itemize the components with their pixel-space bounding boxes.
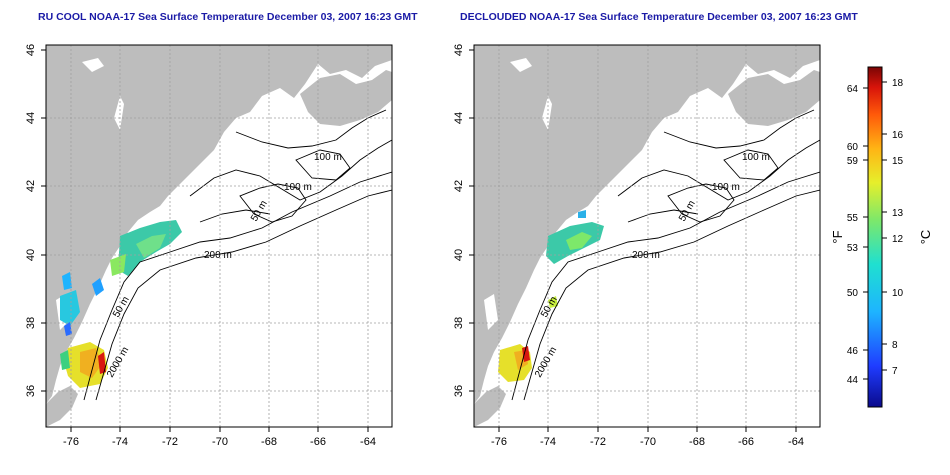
x-tick-label: -70 xyxy=(212,436,228,448)
lat-lon-grid xyxy=(46,45,392,427)
contour-label: 100 m xyxy=(742,152,770,163)
colorbar-fahrenheit-label: °F xyxy=(830,230,845,243)
map-panel-right: 100 m 100 m 50 m 200 m 50 m 2000 m -76 -… xyxy=(453,44,821,448)
x-tick-label: -76 xyxy=(491,436,507,448)
lat-lon-grid xyxy=(474,45,820,427)
colorbar-c-tick: 8 xyxy=(892,340,898,351)
contour-label: 200 m xyxy=(204,250,232,261)
x-tick-label: -76 xyxy=(63,436,79,448)
land-mass xyxy=(46,45,392,404)
colorbar-c-tick: 12 xyxy=(892,234,904,245)
colorbar-f-tick: 53 xyxy=(847,243,859,254)
y-tick-label: 42 xyxy=(25,180,37,192)
color-bar: 64 60 59 55 53 50 46 44 18 16 15 13 12 1… xyxy=(830,66,933,408)
x-tick-label: -64 xyxy=(360,436,376,448)
colorbar-c-tick: 10 xyxy=(892,288,904,299)
colorbar-c-tick: 18 xyxy=(892,78,904,89)
x-tick-label: -74 xyxy=(112,436,128,448)
x-tick-label: -72 xyxy=(162,436,178,448)
contour-label: 50 m xyxy=(111,295,132,320)
map-frame xyxy=(473,44,821,428)
map-title-left: RU COOL NOAA-17 Sea Surface Temperature … xyxy=(38,11,418,23)
x-tick-label: -66 xyxy=(738,436,754,448)
contour-label: 100 m xyxy=(284,182,312,193)
nova-scotia xyxy=(300,70,392,126)
map-panel-left: 100 m 100 m 50 m 200 m 50 m 2000 m -76 -… xyxy=(25,44,393,448)
bathymetry-contours xyxy=(511,109,820,401)
colorbar-f-tick: 64 xyxy=(847,84,859,95)
nova-scotia xyxy=(728,70,820,126)
sst-patches xyxy=(60,220,182,388)
y-tick-label: 42 xyxy=(453,180,465,192)
land-peninsula xyxy=(474,386,506,427)
contour-label: 100 m xyxy=(314,152,342,163)
y-tick-label: 38 xyxy=(25,317,37,329)
bathymetry-contours xyxy=(83,109,392,401)
contour-label: 50 m xyxy=(539,295,560,320)
contour-label: 2000 m xyxy=(533,345,559,379)
x-tick-label: -72 xyxy=(590,436,606,448)
y-tick-label: 36 xyxy=(25,385,37,397)
colorbar-c-tick: 15 xyxy=(892,156,904,167)
map-frame xyxy=(45,44,393,428)
y-tick-label: 40 xyxy=(453,249,465,261)
contour-label: 2000 m xyxy=(105,345,131,379)
map-title-right: DECLOUDED NOAA-17 Sea Surface Temperatur… xyxy=(460,11,858,23)
colorbar-c-tick: 13 xyxy=(892,208,904,219)
colorbar-f-tick: 55 xyxy=(847,213,859,224)
color-bar-gradient xyxy=(867,66,883,408)
colorbar-f-tick: 44 xyxy=(847,375,859,386)
y-tick-label: 40 xyxy=(25,249,37,261)
x-tick-label: -68 xyxy=(689,436,705,448)
x-tick-label: -68 xyxy=(261,436,277,448)
sst-patches xyxy=(498,210,604,382)
x-tick-label: -70 xyxy=(640,436,656,448)
colorbar-celsius-label: °C xyxy=(918,230,933,245)
colorbar-f-tick: 59 xyxy=(847,156,859,167)
y-tick-label: 46 xyxy=(25,44,37,56)
x-tick-label: -64 xyxy=(788,436,804,448)
colorbar-c-tick: 7 xyxy=(892,366,898,377)
colorbar-f-tick: 60 xyxy=(847,142,859,153)
y-tick-label: 36 xyxy=(453,385,465,397)
land-peninsula xyxy=(46,386,78,427)
y-tick-label: 44 xyxy=(453,112,465,124)
contour-label: 100 m xyxy=(712,182,740,193)
land-mass xyxy=(474,45,820,404)
y-tick-label: 38 xyxy=(453,317,465,329)
y-tick-label: 46 xyxy=(453,44,465,56)
colorbar-c-tick: 16 xyxy=(892,130,904,141)
colorbar-f-tick: 46 xyxy=(847,346,859,357)
x-tick-label: -74 xyxy=(540,436,556,448)
colorbar-f-tick: 50 xyxy=(847,288,859,299)
contour-label: 200 m xyxy=(632,250,660,261)
y-tick-label: 44 xyxy=(25,112,37,124)
x-tick-label: -66 xyxy=(310,436,326,448)
